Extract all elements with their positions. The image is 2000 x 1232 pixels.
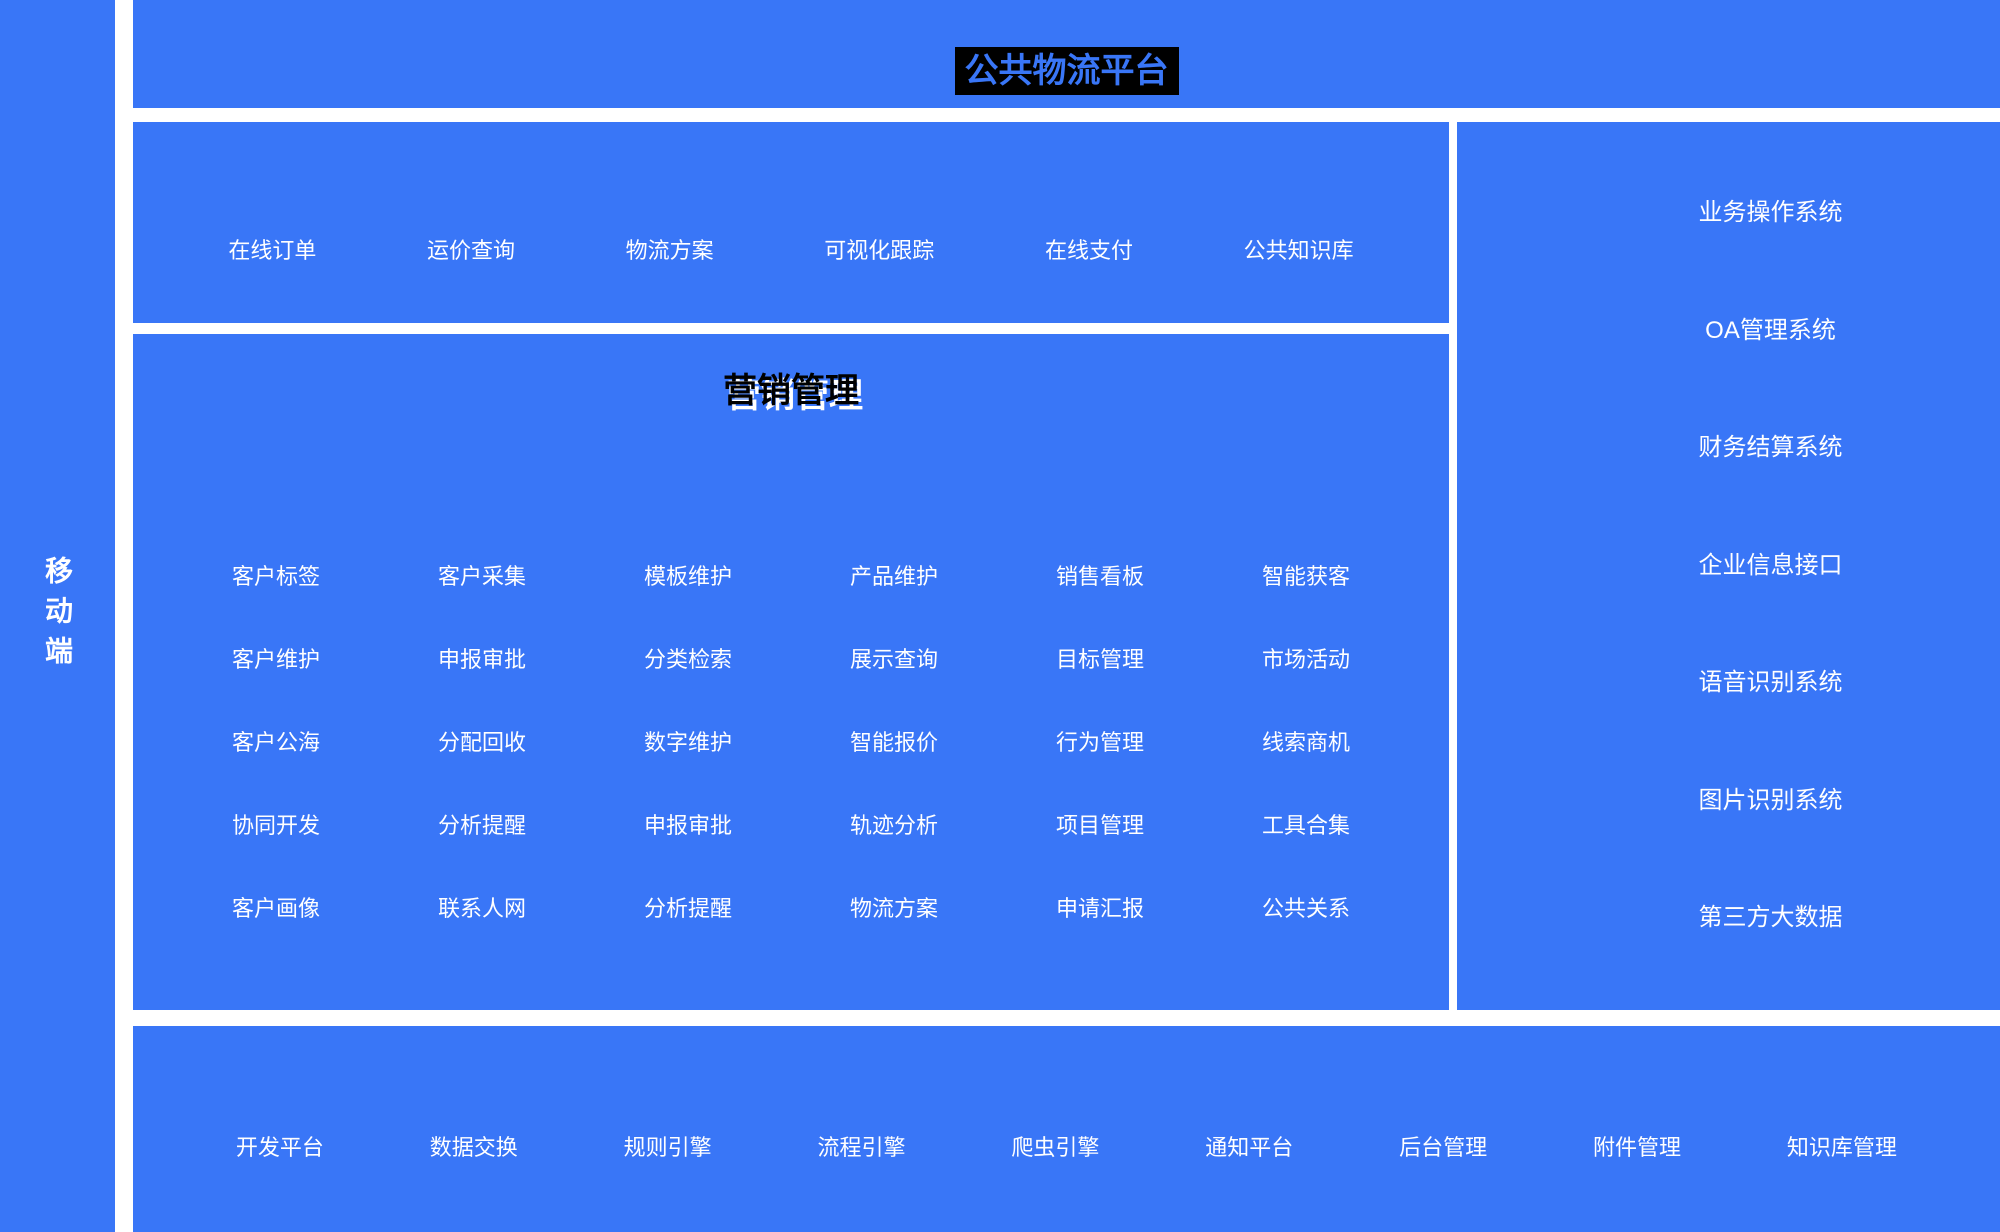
system-item: 语音识别系统: [1698, 669, 1843, 696]
marketing-row: 协同开发 分析提醒 申报审批 轨迹分析 项目管理 工具合集: [133, 784, 1449, 867]
marketing-grid: 客户标签 客户采集 模板维护 产品维护 销售看板 智能获客 客户维护 申报审批 …: [133, 535, 1449, 950]
function-item: 公共知识库: [1243, 238, 1354, 263]
function-item: 运价查询: [426, 238, 515, 263]
marketing-item: 市场活动: [1261, 646, 1350, 672]
marketing-item: 客户公海: [231, 729, 320, 755]
marketing-item: 工具合集: [1261, 812, 1350, 838]
top-banner-title: 公共物流平台: [954, 47, 1179, 95]
top-banner: 公共物流平台: [133, 0, 2000, 108]
marketing-item: 协同开发: [231, 812, 320, 838]
marketing-title: 营销管理: [723, 372, 859, 410]
marketing-item: 客户标签: [231, 563, 320, 589]
function-item: 在线支付: [1044, 238, 1133, 263]
mobile-sidebar-label: 移动端: [42, 556, 73, 676]
platform-item: 附件管理: [1593, 1135, 1682, 1160]
marketing-item: 联系人网: [437, 895, 526, 921]
system-item: OA管理系统: [1705, 316, 1836, 344]
platform-item: 知识库管理: [1786, 1135, 1897, 1160]
marketing-item: 轨迹分析: [849, 812, 938, 838]
marketing-item: 模板维护: [643, 563, 732, 589]
platform-item: 规则引擎: [623, 1135, 712, 1160]
marketing-item: 客户采集: [437, 563, 526, 589]
marketing-item: 申报审批: [643, 812, 732, 838]
marketing-item: 智能获客: [1261, 563, 1350, 589]
system-item: 第三方大数据: [1698, 904, 1843, 931]
function-item: 在线订单: [228, 238, 317, 263]
function-item: 物流方案: [625, 238, 714, 263]
marketing-item: 产品维护: [849, 563, 938, 589]
marketing-item: 项目管理: [1055, 812, 1144, 838]
marketing-item: 分析提醒: [643, 895, 732, 921]
marketing-row: 客户标签 客户采集 模板维护 产品维护 销售看板 智能获客: [133, 535, 1449, 618]
marketing-item: 公共关系: [1261, 895, 1350, 921]
functions-bar: 在线订单 运价查询 物流方案 可视化跟踪 在线支付 公共知识库: [133, 122, 1449, 323]
marketing-item: 客户维护: [231, 646, 320, 672]
marketing-item: 智能报价: [849, 729, 938, 755]
marketing-title-wrap: 营销管理: [133, 371, 1449, 411]
function-item: 可视化跟踪: [824, 238, 935, 263]
marketing-item: 展示查询: [849, 646, 938, 672]
systems-sidebar: 业务操作系统 OA管理系统 财务结算系统 企业信息接口 语音识别系统 图片识别系…: [1457, 122, 2000, 1010]
marketing-row: 客户画像 联系人网 分析提醒 物流方案 申请汇报 公共关系: [133, 867, 1449, 950]
platform-item: 通知平台: [1205, 1135, 1294, 1160]
system-item: 财务结算系统: [1698, 434, 1843, 461]
platform-item: 爬虫引擎: [1011, 1135, 1100, 1160]
marketing-item: 物流方案: [849, 895, 938, 921]
mobile-sidebar: 移动端: [0, 0, 115, 1232]
system-item: 业务操作系统: [1698, 199, 1843, 226]
system-item: 企业信息接口: [1698, 551, 1843, 579]
marketing-item: 分类检索: [643, 646, 732, 672]
marketing-item: 销售看板: [1055, 563, 1144, 589]
marketing-item: 申报审批: [437, 646, 526, 672]
marketing-block: 营销管理 客户标签 客户采集 模板维护 产品维护 销售看板 智能获客 客户维护 …: [133, 334, 1449, 1010]
marketing-item: 行为管理: [1055, 729, 1144, 755]
marketing-item: 线索商机: [1261, 729, 1350, 755]
marketing-item: 数字维护: [643, 729, 732, 755]
marketing-item: 分配回收: [437, 729, 526, 755]
system-item: 图片识别系统: [1698, 786, 1843, 814]
platform-item: 流程引擎: [817, 1135, 906, 1160]
marketing-row: 客户公海 分配回收 数字维护 智能报价 行为管理 线索商机: [133, 701, 1449, 784]
marketing-row: 客户维护 申报审批 分类检索 展示查询 目标管理 市场活动: [133, 618, 1449, 701]
marketing-item: 分析提醒: [437, 812, 526, 838]
marketing-item: 申请汇报: [1055, 895, 1144, 921]
platform-item: 开发平台: [235, 1135, 324, 1160]
platform-bottom-bar: 开发平台 数据交换 规则引擎 流程引擎 爬虫引擎 通知平台 后台管理 附件管理 …: [133, 1026, 2000, 1232]
platform-item: 数据交换: [429, 1135, 518, 1160]
marketing-item: 目标管理: [1055, 646, 1144, 672]
marketing-item: 客户画像: [231, 895, 320, 921]
platform-item: 后台管理: [1399, 1135, 1488, 1160]
